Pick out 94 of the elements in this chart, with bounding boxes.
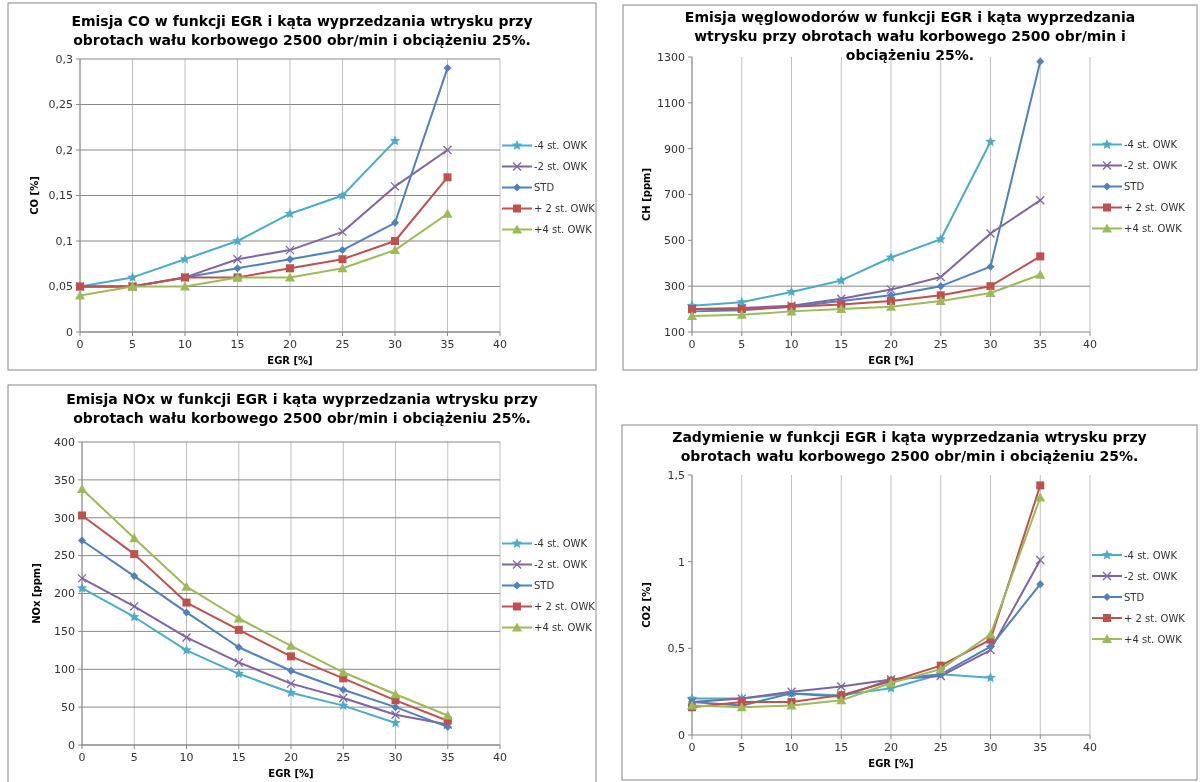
- y-tick-label: 0: [66, 325, 73, 339]
- x-tick-label: 30: [388, 338, 402, 351]
- x-tick-label: 10: [784, 338, 799, 351]
- x-tick-label: 30: [983, 741, 998, 754]
- x-tick-label: 20: [884, 338, 898, 351]
- y-tick-label: 0,3: [55, 52, 73, 66]
- x-axis-title: EGR [%]: [868, 355, 914, 366]
- x-tick-label: 25: [933, 741, 948, 754]
- x-tick-label: 15: [834, 338, 849, 351]
- legend-label: + 2 st. OWK: [1124, 612, 1186, 624]
- x-tick-label: 35: [1033, 741, 1048, 754]
- legend-label: +4 st. OWK: [534, 224, 593, 235]
- legend-label: -2 st. OWK: [534, 161, 588, 172]
- y-axis-title: CO [%]: [29, 176, 40, 215]
- x-tick-label: 35: [1033, 338, 1048, 351]
- y-tick-label: 0,1: [55, 234, 73, 248]
- y-tick-label: 0,5: [667, 642, 685, 656]
- y-axis-title: CH [ppm]: [641, 167, 652, 222]
- legend-label: + 2 st. OWK: [534, 203, 596, 214]
- y-tick-label: 0,15: [48, 189, 73, 203]
- legend-label: STD: [1124, 181, 1145, 192]
- chart-title: Emisja węglowodorów w funkcji EGR i kąta wyprzedzania wtrysku przy obrotach wału korbowego 2500 obr/min i obciążeniu 25%.: [684, 9, 1136, 63]
- y-tick-label: 400: [54, 435, 75, 449]
- y-tick-label: 150: [54, 625, 75, 639]
- legend-label: -2 st. OWK: [1124, 570, 1178, 582]
- y-tick-label: 350: [54, 473, 75, 487]
- x-tick-label: 25: [336, 751, 351, 764]
- x-axis-title: EGR [%]: [868, 758, 914, 769]
- legend-label: STD: [534, 182, 555, 193]
- chart-title: Emisja CO w funkcji EGR i kąta wyprzedzania wtrysku przy obrotach wału korbowego 2500 obr/min i obciążeniu 25%.: [71, 13, 533, 48]
- x-tick-label: 40: [493, 751, 507, 764]
- x-tick-label: 20: [284, 751, 298, 764]
- x-tick-label: 0: [78, 751, 86, 764]
- legend-label: -4 st. OWK: [1124, 139, 1178, 150]
- x-tick-label: 5: [738, 338, 746, 351]
- x-tick-label: 25: [335, 338, 350, 351]
- y-tick-label: 500: [664, 234, 685, 248]
- x-tick-label: 40: [493, 338, 507, 351]
- y-tick-label: 0,05: [48, 280, 73, 294]
- y-tick-label: 200: [54, 587, 75, 601]
- x-tick-label: 0: [688, 338, 696, 351]
- x-tick-label: 10: [179, 751, 194, 764]
- y-tick-label: 900: [664, 142, 685, 156]
- y-tick-label: 100: [54, 663, 75, 677]
- y-tick-label: 300: [54, 511, 75, 525]
- y-tick-label: 700: [664, 188, 685, 202]
- legend-label: STD: [1124, 591, 1145, 603]
- legend-label: -4 st. OWK: [1124, 549, 1178, 561]
- x-tick-label: 40: [1083, 338, 1097, 351]
- x-tick-label: 15: [834, 741, 849, 754]
- x-tick-label: 5: [129, 338, 136, 351]
- legend-label: + 2 st. OWK: [1124, 202, 1186, 213]
- y-tick-label: 1300: [657, 50, 685, 64]
- y-tick-label: 50: [61, 700, 75, 714]
- x-tick-label: 20: [283, 338, 297, 351]
- x-tick-label: 10: [178, 338, 192, 351]
- y-tick-label: 0,25: [48, 98, 73, 112]
- legend-label: +4 st. OWK: [1124, 633, 1183, 645]
- x-axis-title: EGR [%]: [267, 355, 313, 366]
- legend-label: -4 st. OWK: [534, 538, 588, 549]
- y-tick-label: 100: [664, 325, 685, 339]
- x-tick-label: 30: [388, 751, 403, 764]
- x-axis-title: EGR [%]: [268, 768, 314, 779]
- y-tick-label: 1,5: [667, 468, 685, 482]
- x-tick-label: 40: [1083, 741, 1097, 754]
- x-tick-label: 5: [130, 751, 138, 764]
- legend-label: -2 st. OWK: [534, 559, 588, 570]
- legend-label: +4 st. OWK: [534, 622, 593, 633]
- legend-label: -4 st. OWK: [534, 140, 588, 151]
- chart-title: Zadymienie w funkcji EGR i kąta wyprzedzania wtrysku przy obrotach wału korbowego 2500 obr/min i obciążeniu 25%.: [672, 429, 1147, 464]
- y-axis-title: CO2 [%]: [641, 582, 652, 628]
- y-tick-label: 1100: [657, 96, 685, 110]
- x-tick-label: 15: [230, 338, 245, 351]
- x-tick-label: 25: [933, 338, 948, 351]
- x-tick-label: 5: [738, 741, 746, 754]
- x-tick-label: 35: [440, 751, 455, 764]
- x-tick-label: 15: [231, 751, 246, 764]
- legend-label: + 2 st. OWK: [534, 601, 596, 612]
- legend-label: STD: [534, 580, 555, 591]
- x-tick-label: 0: [688, 741, 696, 754]
- chart-title: Emisja NOx w funkcji EGR i kąta wyprzedzania wtrysku przy obrotach wału korbowego 2500 obr/min i obciążeniu 25%.: [66, 391, 538, 426]
- x-tick-label: 20: [884, 741, 898, 754]
- y-tick-label: 1: [678, 555, 685, 569]
- x-tick-label: 30: [983, 338, 998, 351]
- legend-label: +4 st. OWK: [1124, 223, 1183, 234]
- x-tick-label: 0: [76, 338, 84, 351]
- y-tick-label: 300: [664, 280, 685, 294]
- y-tick-label: 0,2: [55, 143, 73, 157]
- legend-label: -2 st. OWK: [1124, 160, 1178, 171]
- y-tick-label: 250: [54, 549, 75, 563]
- x-tick-label: 10: [784, 741, 799, 754]
- y-axis-title: NOx [ppm]: [31, 563, 42, 624]
- y-tick-label: 0: [678, 728, 685, 742]
- x-tick-label: 35: [440, 338, 455, 351]
